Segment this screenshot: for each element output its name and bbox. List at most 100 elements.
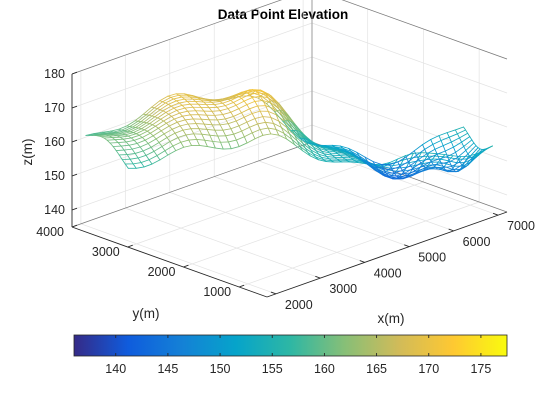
mesh-segment (243, 97, 253, 102)
z-tick (71, 71, 78, 75)
mesh-segment (300, 132, 310, 141)
mesh-segment (266, 101, 270, 105)
mesh-segment (425, 166, 435, 169)
mesh-segment (288, 133, 298, 142)
mesh-segment (279, 109, 289, 122)
grid-line (311, 90, 508, 162)
mesh-segment (216, 118, 226, 121)
grid-line (239, 201, 480, 288)
mesh-segment (187, 123, 192, 130)
mesh-segment (449, 161, 453, 167)
mesh-segment (298, 130, 308, 140)
mesh-segment (196, 139, 206, 141)
mesh-segment (281, 110, 291, 122)
mesh-segment (241, 112, 245, 118)
y-tick-label: 3000 (92, 245, 120, 259)
mesh-segment (198, 114, 202, 120)
mesh-segment (243, 136, 248, 144)
mesh-segment (141, 132, 151, 138)
mesh-segment (135, 166, 145, 169)
mesh-segment (160, 113, 170, 120)
mesh-segment (456, 129, 467, 135)
mesh-segment (456, 133, 460, 139)
mesh-segment (393, 173, 403, 175)
mesh-segment (235, 92, 245, 96)
mesh-segment (114, 139, 119, 143)
mesh-segment (130, 127, 140, 133)
mesh-segment (235, 116, 245, 122)
mesh-segment (401, 169, 405, 174)
mesh-segment (348, 147, 358, 153)
mesh-segment (318, 147, 328, 152)
mesh-segment (441, 168, 451, 172)
mesh-segment (144, 129, 148, 132)
mesh-segment (130, 137, 135, 141)
mesh-segment (407, 154, 417, 162)
mesh-segment (318, 153, 328, 157)
mesh-segment (286, 127, 296, 136)
mesh-segment (200, 97, 210, 101)
mesh-segment (270, 133, 280, 136)
mesh-segment (352, 159, 362, 162)
mesh-segment (251, 97, 256, 102)
grid-line (302, 144, 499, 216)
mesh-segment (286, 127, 290, 135)
mesh-segment (93, 131, 103, 134)
mesh-segment (451, 165, 455, 170)
mesh-segment (260, 93, 264, 97)
mesh-segment (241, 130, 245, 138)
mesh-segment (410, 152, 414, 159)
mesh-segment (165, 111, 170, 115)
mesh-segment (195, 123, 200, 130)
mesh-segment (459, 137, 463, 143)
mesh-segment (204, 139, 208, 147)
mesh-segment (166, 132, 176, 138)
mesh-segment (282, 120, 292, 132)
mesh-segment (117, 141, 127, 143)
mesh-segment (135, 129, 145, 135)
mesh-segment (148, 159, 153, 165)
mesh-segment (259, 127, 269, 130)
x-tick-label: 3000 (329, 282, 357, 296)
mesh-segment (441, 163, 445, 168)
mesh-segment (132, 162, 142, 165)
mesh-segment (182, 128, 192, 131)
mesh-segment (152, 130, 162, 137)
mesh-segment (453, 164, 463, 171)
grid-line (183, 181, 424, 268)
mesh-segment (252, 92, 262, 97)
mesh-segment (153, 101, 164, 109)
mesh-segment (157, 111, 167, 119)
mesh-segment (233, 133, 237, 141)
x-tick-label: 5000 (418, 251, 446, 265)
mesh-segment (168, 121, 178, 127)
mesh-segment (130, 134, 140, 139)
mesh-segment (232, 97, 242, 103)
mesh-segment (251, 132, 256, 140)
mesh-segment (268, 100, 273, 103)
mesh-segment (138, 130, 148, 136)
mesh-segment (451, 161, 461, 167)
mesh-segment (449, 156, 459, 163)
grid-line (311, 56, 508, 128)
z-tick (71, 173, 78, 177)
mesh-segment (273, 122, 282, 128)
mesh-segment (243, 116, 248, 123)
mesh-segment (195, 101, 205, 103)
mesh-segment (278, 120, 288, 128)
mesh-segment (317, 159, 327, 163)
mesh-segment (180, 141, 185, 148)
mesh-segment (312, 153, 322, 158)
mesh-segment (401, 165, 411, 171)
mesh-segment (440, 140, 444, 147)
mesh-segment (123, 148, 133, 151)
mesh-segment (115, 150, 120, 156)
mesh-segment (233, 130, 243, 135)
mesh-segment (377, 169, 387, 174)
mesh-segment (136, 139, 146, 144)
mesh-segment (134, 153, 139, 159)
mesh-segment (128, 144, 133, 150)
mesh-segment (246, 138, 256, 144)
mesh-segment (228, 141, 232, 150)
mesh-segment (149, 132, 154, 137)
